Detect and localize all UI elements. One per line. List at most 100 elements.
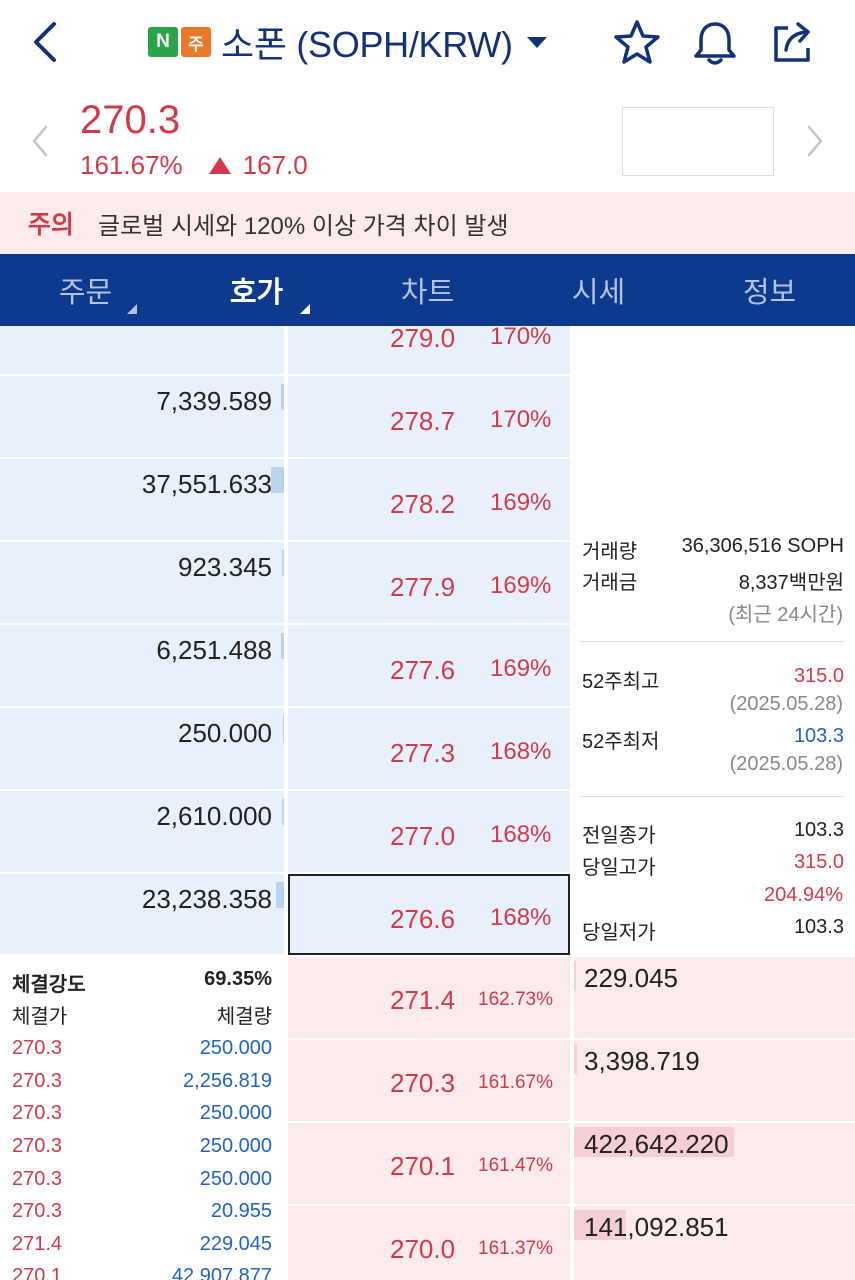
depth-bar	[282, 799, 284, 825]
tab-orderbook[interactable]: 호가	[171, 254, 342, 326]
tab-corner-marker-icon	[127, 304, 137, 314]
ask-row[interactable]: 7,339.589 278.7 170%	[0, 376, 570, 457]
bid-percent: 161.47%	[478, 1155, 554, 1176]
bid-price: 271.4	[390, 985, 456, 1015]
volume-label: 거래량	[582, 541, 638, 563]
bid-row[interactable]: 270.3 161.67% 3,398.719	[288, 1040, 855, 1121]
trade-row: 270.3 2,256.819	[12, 1070, 272, 1092]
market-title: 소폰 (SOPH/KRW)	[221, 24, 513, 65]
high52-date: (2025.05.28)	[729, 693, 843, 715]
depth-bar	[574, 961, 576, 991]
bid-row[interactable]: 270.0 161.37% 141,092.851	[288, 1206, 855, 1280]
low52-date: (2025.05.28)	[729, 753, 843, 775]
warning-text: 글로벌 시세와 120% 이상 가격 차이 발생	[98, 212, 509, 240]
market-selector[interactable]: N 주 소폰 (SOPH/KRW)	[148, 20, 547, 65]
ask-price: 279.0	[390, 326, 456, 353]
bid-percent: 162.73%	[478, 989, 554, 1010]
share-icon[interactable]	[768, 18, 818, 68]
ask-row[interactable]: 250.000 277.3 168%	[0, 708, 570, 789]
day-high-value: 315.0	[793, 851, 844, 873]
ask-row[interactable]: 23,238.358 276.6 168%	[0, 874, 570, 955]
ask-quantity: 923.345	[178, 552, 272, 582]
ask-percent: 168%	[490, 904, 552, 931]
next-market-chevron-icon[interactable]	[805, 124, 825, 158]
current-price: 270.3	[80, 98, 181, 142]
low52-label: 52주최저	[582, 731, 660, 753]
trade-row: 271.4 229.045	[12, 1233, 272, 1255]
bid-percent: 161.37%	[478, 1238, 554, 1259]
ask-quantity: 2,610.000	[156, 801, 272, 831]
top-bar: N 주 소폰 (SOPH/KRW)	[0, 0, 855, 88]
recent-trades-panel: 체결강도 69.35% 체결가 체결량 270.3 250.000 270.3 2,…	[0, 954, 284, 1280]
caution-badge: 주	[181, 27, 211, 57]
ask-row[interactable]: 279.0 170%	[0, 326, 570, 374]
amount-label: 거래금	[582, 572, 638, 594]
ask-price: 277.9	[390, 572, 456, 602]
high52-label: 52주최고	[582, 671, 660, 693]
ask-quantity: 250.000	[178, 718, 272, 748]
ask-quantity: 37,551.633	[141, 469, 272, 499]
bid-quantity: 229.045	[584, 963, 678, 993]
depth-bar	[281, 633, 284, 659]
warning-label: 주의	[28, 211, 75, 239]
low52-value: 103.3	[793, 725, 844, 747]
ask-row[interactable]: 2,610.000 277.0 168%	[0, 791, 570, 872]
amount-value: 8,337백만원	[738, 572, 844, 594]
day-high-label: 당일고가	[582, 857, 656, 879]
ask-percent: 168%	[490, 738, 552, 765]
depth-bar	[574, 1210, 626, 1240]
ask-price: 276.6	[390, 904, 456, 934]
ask-price: 277.0	[390, 821, 456, 851]
market-info-panel: 거래량 36,306,516 SOPH 거래금 8,337백만원 (최근 24시…	[570, 326, 855, 954]
depth-bar	[283, 716, 284, 742]
ask-price: 277.6	[390, 655, 456, 685]
ask-percent: 170%	[490, 326, 552, 350]
change-percent: 161.67%	[80, 150, 183, 180]
ask-price: 278.2	[390, 489, 456, 519]
tab-corner-marker-icon	[300, 304, 310, 314]
volume-period: (최근 24시간)	[728, 604, 843, 626]
depth-bar	[276, 882, 284, 908]
day-low-label: 당일저가	[582, 922, 656, 944]
price-gap-warning[interactable]: 주의 글로벌 시세와 120% 이상 가격 차이 발생	[0, 192, 855, 254]
ask-row[interactable]: 37,551.633 278.2 169%	[0, 459, 570, 540]
back-chevron-icon[interactable]	[28, 18, 62, 66]
current-price-cell: 276.6 168%	[288, 874, 570, 955]
star-icon[interactable]	[612, 18, 662, 68]
volume-value: 36,306,516 SOPH	[681, 535, 844, 557]
ask-row[interactable]: 923.345 277.9 169%	[0, 542, 570, 623]
bid-row[interactable]: 271.4 162.73% 229.045	[288, 957, 855, 1038]
day-high-percent: 204.94%	[764, 884, 843, 906]
up-triangle-icon	[208, 157, 231, 174]
ask-percent: 169%	[490, 572, 552, 599]
bid-price: 270.1	[390, 1151, 456, 1181]
ask-percent: 169%	[490, 489, 552, 516]
change-amount: 167.0	[242, 150, 308, 180]
trade-row: 270.1 42,907.877	[12, 1265, 272, 1280]
trade-qty-header: 체결량	[216, 1006, 272, 1028]
mini-chart-placeholder[interactable]	[622, 107, 774, 176]
depth-bar	[282, 550, 284, 576]
bell-icon[interactable]	[690, 18, 740, 68]
bid-row[interactable]: 270.1 161.47% 422,642.220	[288, 1123, 855, 1204]
bid-quantity: 422,642.220	[584, 1129, 729, 1159]
tab-quotes[interactable]: 시세	[571, 277, 626, 309]
tab-chart[interactable]: 차트	[400, 277, 455, 309]
ask-quantity: 23,238.358	[141, 884, 272, 914]
bid-percent: 161.67%	[478, 1072, 554, 1093]
ask-row[interactable]: 6,251.488 277.6 169%	[0, 625, 570, 706]
bid-price: 270.3	[390, 1068, 456, 1098]
ask-price: 277.3	[390, 738, 456, 768]
bid-quantity: 141,092.851	[584, 1212, 729, 1242]
bid-price: 270.0	[390, 1234, 456, 1264]
naver-badge: N	[148, 27, 178, 57]
tab-info[interactable]: 정보	[742, 277, 797, 309]
ask-price: 278.7	[390, 406, 456, 436]
depth-bar	[574, 1044, 577, 1074]
depth-bar	[574, 1127, 734, 1157]
tab-order[interactable]: 주문	[0, 254, 171, 326]
prev-market-chevron-icon[interactable]	[30, 124, 50, 158]
ask-percent: 170%	[490, 406, 552, 433]
bid-quantity: 3,398.719	[584, 1046, 700, 1076]
price-summary: 270.3 161.67% 167.0	[0, 88, 855, 192]
